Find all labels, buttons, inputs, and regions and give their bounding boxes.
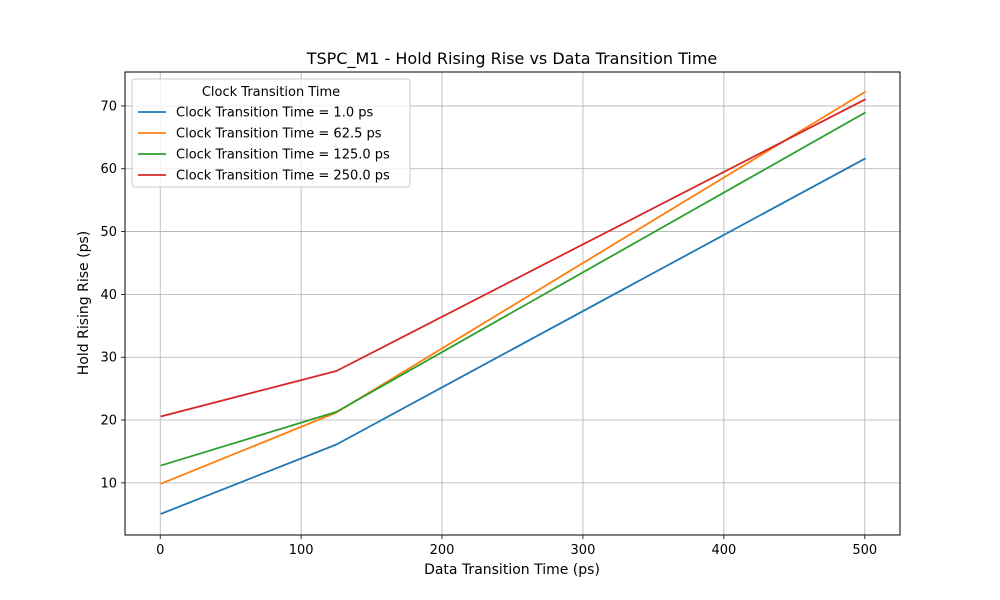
- y-tick-label: 50: [100, 225, 117, 240]
- legend-box: [131, 78, 411, 188]
- legend-label: Clock Transition Time = 1.0 ps: [176, 106, 373, 121]
- x-tick-label: 500: [852, 543, 877, 558]
- y-tick-label: 30: [100, 351, 117, 366]
- y-tick-label: 20: [100, 414, 117, 429]
- y-tick-label: 40: [100, 288, 117, 303]
- x-tick-label: 300: [571, 543, 596, 558]
- y-tick-label: 10: [100, 476, 117, 491]
- x-tick-label: 200: [430, 543, 455, 558]
- x-axis-label: Data Transition Time (ps): [424, 562, 600, 578]
- series-layer: [160, 90, 867, 515]
- y-tick-label: 60: [100, 162, 117, 177]
- x-tick-label: 0: [156, 543, 164, 558]
- x-tick-label: 100: [289, 543, 314, 558]
- legend-title: Clock Transition Time: [202, 85, 340, 100]
- legend-items: Clock Transition Time = 1.0 ps Clock Tran…: [138, 106, 390, 184]
- legend: Clock Transition Time Clock Transition T…: [131, 78, 411, 188]
- legend-label: Clock Transition Time = 62.5 ps: [176, 127, 382, 142]
- series-line-4: [160, 98, 867, 418]
- legend-label: Clock Transition Time = 125.0 ps: [176, 148, 390, 163]
- plot-frame: [124, 71, 901, 536]
- y-tick-label: 70: [100, 99, 117, 114]
- x-tick-label: 400: [711, 543, 736, 558]
- y-axis-label: Hold Rising Rise (ps): [76, 231, 92, 375]
- chart-title: TSPC_M1 - Hold Rising Rise vs Data Trans…: [306, 49, 718, 69]
- y-axis: 10 20 30 40 50 60 70: [100, 99, 125, 491]
- x-axis: 0 100 200 300 400 500: [156, 535, 877, 558]
- legend-label: Clock Transition Time = 250.0 ps: [176, 169, 390, 184]
- grid-lines: [125, 72, 900, 535]
- series-line-1: [160, 157, 867, 515]
- series-line-3: [160, 111, 867, 467]
